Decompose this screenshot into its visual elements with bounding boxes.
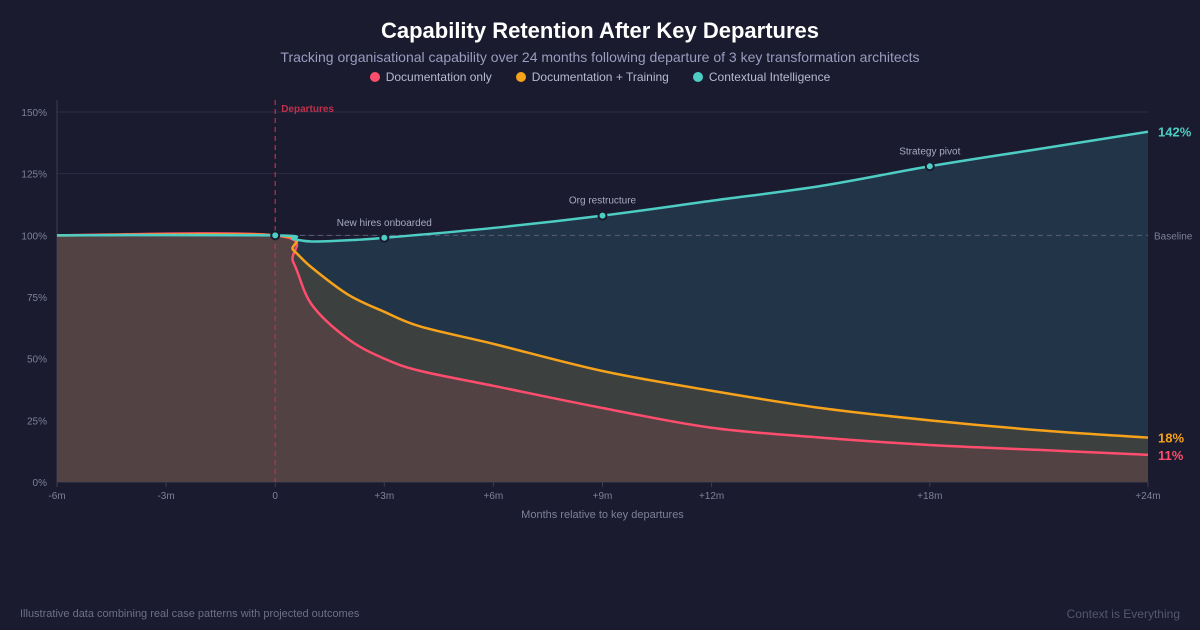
end-label-ctx: 142% — [1158, 125, 1192, 140]
y-tick-label: 100% — [21, 231, 47, 242]
end-label-train: 18% — [1158, 431, 1184, 446]
x-tick-label: -6m — [48, 491, 65, 502]
legend-swatch — [369, 72, 380, 82]
y-tick-label: 75% — [27, 293, 47, 304]
end-label-doc: 11% — [1158, 448, 1184, 463]
x-axis-label: Months relative to key departures — [521, 509, 684, 521]
y-tick-label: 125% — [21, 170, 47, 181]
x-tick-label: +9m — [593, 491, 613, 502]
y-tick-label: 25% — [27, 416, 47, 427]
annotation-point — [924, 161, 935, 172]
x-tick-label: +3m — [374, 491, 394, 502]
x-tick-label: +12m — [699, 491, 724, 502]
y-tick-label: 150% — [21, 108, 47, 119]
legend-item-train[interactable]: Documentation + Training — [515, 70, 669, 84]
legend-swatch — [515, 72, 526, 82]
x-tick-label: +18m — [917, 491, 942, 502]
chart-title: Capability Retention After Key Departure… — [380, 18, 820, 43]
footer-note: Illustrative data combining real case pa… — [20, 608, 360, 620]
legend-swatch — [692, 72, 703, 82]
footer-brand: Context is Everything — [1066, 607, 1180, 621]
annotation-point — [597, 210, 608, 221]
annotation-label: Strategy pivot — [899, 146, 960, 157]
legend-label: Documentation + Training — [531, 70, 669, 84]
legend-label: Contextual Intelligence — [708, 70, 831, 84]
area-doc — [57, 233, 1148, 482]
annotation-label: New hires onboarded — [337, 218, 432, 229]
annotation-point — [270, 230, 281, 241]
line-train — [56, 232, 1149, 439]
legend: Documentation only Documentation + Train… — [0, 70, 1200, 84]
x-tick-label: +6m — [484, 491, 504, 502]
annotation-point — [379, 232, 390, 243]
x-tick-label: 0 — [272, 491, 278, 502]
x-tick-label: +24m — [1135, 491, 1160, 502]
y-tick-label: 50% — [27, 355, 47, 366]
baseline-label: Baseline — [1154, 231, 1193, 242]
chart-subtitle: Tracking organisational capability over … — [280, 49, 920, 65]
departure-label: Departures — [281, 104, 334, 115]
legend-item-doc[interactable]: Documentation only — [369, 70, 492, 84]
legend-item-ctx[interactable]: Contextual Intelligence — [692, 70, 831, 84]
line-doc — [56, 232, 1149, 457]
annotation-label: Org restructure — [569, 196, 637, 207]
y-tick-label: 0% — [33, 478, 48, 489]
x-tick-label: -3m — [157, 491, 174, 502]
legend-label: Documentation only — [385, 70, 492, 84]
